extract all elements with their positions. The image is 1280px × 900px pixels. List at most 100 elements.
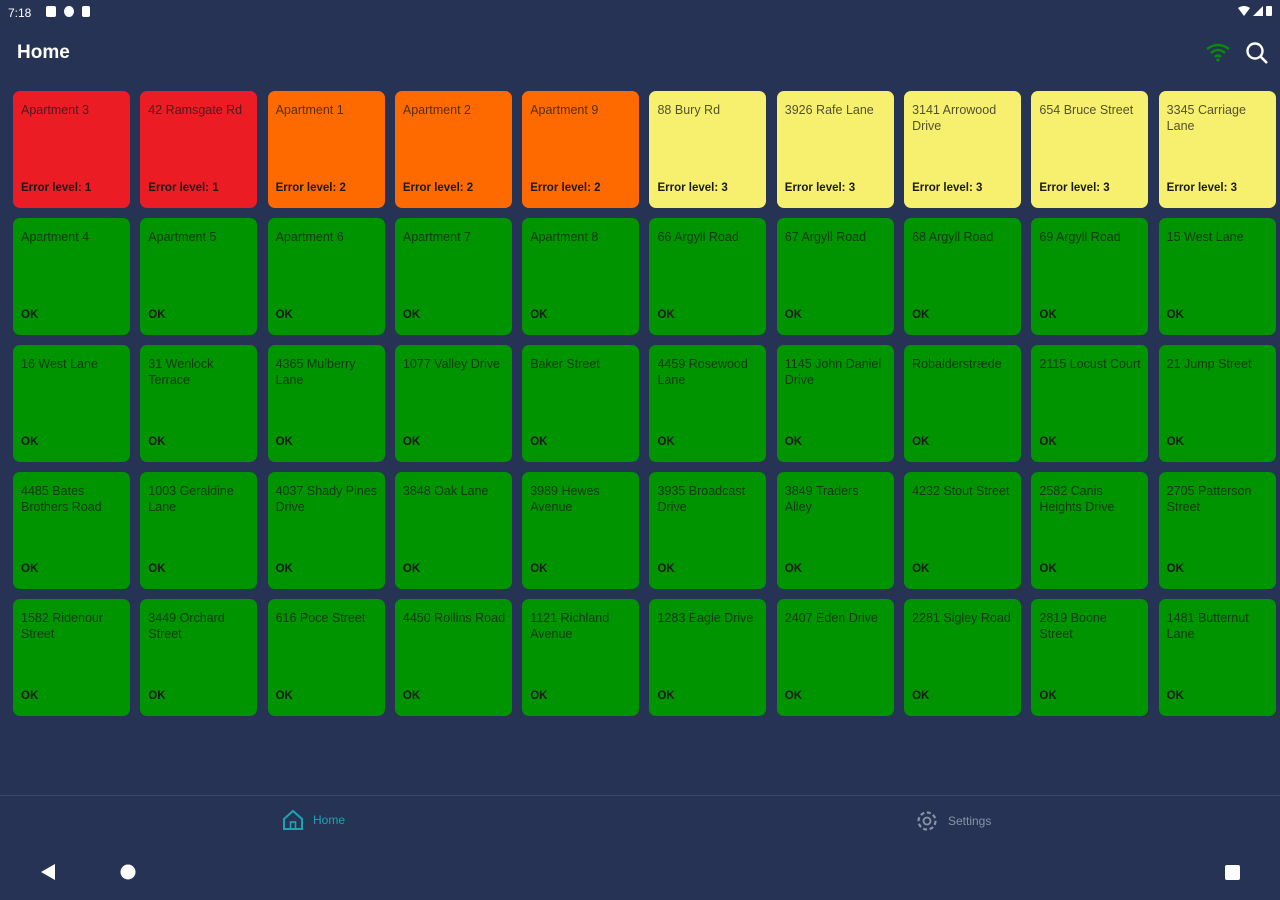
property-tile[interactable]: 2582 Canis Heights Drive OK [1031, 472, 1149, 589]
property-name: 68 Argyll Road [912, 230, 994, 244]
property-status: OK [912, 563, 930, 575]
property-tile[interactable]: 654 Bruce Street Error level: 3 [1031, 91, 1149, 208]
property-tile[interactable]: 2705 Patterson Street OK [1158, 472, 1276, 589]
property-name: 4459 Rosewood Lane [657, 357, 748, 387]
property-tile[interactable]: 3989 Hewes Avenue OK [522, 472, 640, 589]
property-status: OK [784, 436, 803, 448]
cell-signal-icon [1253, 5, 1263, 16]
property-tile[interactable]: Apartment 7 OK [394, 218, 512, 335]
property-tile[interactable]: 4485 Bates Brothers Road OK [13, 472, 130, 589]
property-name: Apartment 3 [21, 103, 90, 117]
property-tile[interactable]: 66 Argyll Road OK [649, 218, 767, 335]
property-status: OK [21, 436, 39, 448]
property-tile[interactable]: 2281 Sigley Road OK [904, 599, 1022, 716]
page-title: Home [17, 42, 70, 63]
property-tile[interactable]: 42 Ramsgate Rd Error level: 1 [140, 91, 258, 208]
property-status: OK [402, 309, 421, 321]
property-name: 21 Jump Street [1166, 357, 1252, 371]
property-name: 3989 Hewes Avenue [530, 484, 600, 514]
nav-home-label: Home [313, 813, 346, 827]
property-status: OK [148, 309, 166, 321]
property-tile[interactable]: Apartment 8 OK [522, 218, 640, 335]
property-tile[interactable]: 31 Wenlock Terrace OK [140, 345, 258, 462]
property-tile[interactable]: 3849 Traders Alley OK [776, 472, 894, 589]
property-tile[interactable]: 1077 Valley Drive OK [394, 345, 512, 462]
system-nav-bar [0, 858, 1280, 888]
property-tile[interactable]: 3848 Oak Lane OK [394, 472, 512, 589]
property-tile[interactable]: 616 Poce Street OK [267, 599, 385, 716]
status-bar: 7:18 [0, 0, 1280, 26]
property-tile[interactable]: 1582 Ridenour Street OK [13, 599, 130, 716]
property-tile[interactable]: Apartment 4 OK [13, 218, 130, 335]
property-status: OK [784, 309, 803, 321]
property-tile[interactable]: 4450 Rollins Road OK [394, 599, 512, 716]
property-tile[interactable]: 2819 Boone Street OK [1031, 599, 1149, 716]
property-tile[interactable]: 3926 Rafe Lane Error level: 3 [776, 91, 894, 208]
property-tile[interactable]: 1003 Geraldine Lane OK [140, 472, 258, 589]
property-status: OK [784, 563, 803, 575]
property-tile[interactable]: 68 Argyll Road OK [904, 218, 1022, 335]
property-tile[interactable]: Robalderstræde OK [904, 345, 1022, 462]
property-name: 67 Argyll Road [784, 230, 867, 244]
property-tile[interactable]: 3345 Carriage Lane Error level: 3 [1158, 91, 1276, 208]
property-status: OK [912, 436, 930, 448]
property-tile[interactable]: Apartment 2 Error level: 2 [394, 91, 512, 208]
property-tile[interactable]: 1145 John Daniel Drive OK [776, 345, 894, 462]
property-status: OK [1166, 436, 1184, 448]
property-tile[interactable]: 16 West Lane OK [13, 345, 130, 462]
property-tile[interactable]: Apartment 1 Error level: 2 [267, 91, 385, 208]
property-tile[interactable]: 15 West Lane OK [1158, 218, 1276, 335]
property-tile[interactable]: Apartment 3 Error level: 1 [13, 91, 130, 208]
back-icon[interactable] [40, 864, 56, 880]
property-status: OK [402, 563, 421, 575]
property-name: Apartment 9 [530, 103, 599, 117]
property-tile[interactable]: 4232 Stout Street OK [904, 472, 1022, 589]
property-tile[interactable]: 3935 Broadcast Drive OK [649, 472, 767, 589]
property-tile[interactable]: 67 Argyll Road OK [776, 218, 894, 335]
property-tile[interactable]: 1283 Eagle Drive OK [649, 599, 767, 716]
property-status: Error level: 3 [1166, 182, 1237, 194]
property-tile[interactable]: 69 Argyll Road OK [1031, 218, 1149, 335]
property-name: 3141 Arrowood Drive [912, 103, 997, 133]
property-name: Apartment 6 [275, 230, 344, 244]
property-name: 3926 Rafe Lane [784, 103, 874, 117]
property-tile[interactable]: 21 Jump Street OK [1158, 345, 1276, 462]
property-name: 4232 Stout Street [912, 484, 1010, 498]
property-status: OK [530, 309, 548, 321]
property-tile[interactable]: Apartment 9 Error level: 2 [522, 91, 640, 208]
property-name: 1283 Eagle Drive [657, 611, 754, 625]
property-name: 3849 Traders Alley [784, 484, 859, 514]
property-tile[interactable]: 3449 Orchard Street OK [140, 599, 258, 716]
property-status: OK [402, 436, 421, 448]
property-status: Error level: 2 [275, 182, 346, 194]
property-name: 2819 Boone Street [1039, 611, 1107, 641]
search-icon[interactable] [1245, 41, 1269, 65]
property-tile[interactable]: Apartment 5 OK [140, 218, 258, 335]
property-status: OK [275, 563, 293, 575]
notification-icon [46, 6, 56, 17]
property-tile[interactable]: 1481 Butternut Lane OK [1158, 599, 1276, 716]
property-status: Error level: 1 [21, 182, 92, 194]
property-tile[interactable]: 2115 Locust Court OK [1031, 345, 1149, 462]
property-tile[interactable]: 1121 Richland Avenue OK [522, 599, 640, 716]
property-tile[interactable]: Baker Street OK [522, 345, 640, 462]
property-status: OK [530, 690, 548, 702]
recents-icon[interactable] [1225, 865, 1241, 881]
property-tile[interactable]: 4037 Shady Pines Drive OK [267, 472, 385, 589]
property-name: 1145 John Daniel Drive [784, 357, 882, 387]
property-tile[interactable]: 88 Bury Rd Error level: 3 [649, 91, 767, 208]
property-tile[interactable]: 3141 Arrowood Drive Error level: 3 [904, 91, 1022, 208]
property-name: Baker Street [530, 357, 600, 371]
property-status: OK [148, 436, 166, 448]
property-tile[interactable]: 4459 Rosewood Lane OK [649, 345, 767, 462]
gear-icon [917, 811, 937, 831]
property-name: 2705 Patterson Street [1166, 484, 1252, 514]
nav-home[interactable]: Home [281, 808, 345, 832]
property-tile[interactable]: Apartment 6 OK [267, 218, 385, 335]
property-status: OK [275, 309, 293, 321]
nav-settings[interactable]: Settings [914, 808, 991, 834]
property-tile[interactable]: 2407 Eden Drive OK [776, 599, 894, 716]
property-tile[interactable]: 4365 Mulberry Lane OK [267, 345, 385, 462]
home-circle-icon[interactable] [120, 864, 136, 880]
property-status: OK [784, 690, 803, 702]
